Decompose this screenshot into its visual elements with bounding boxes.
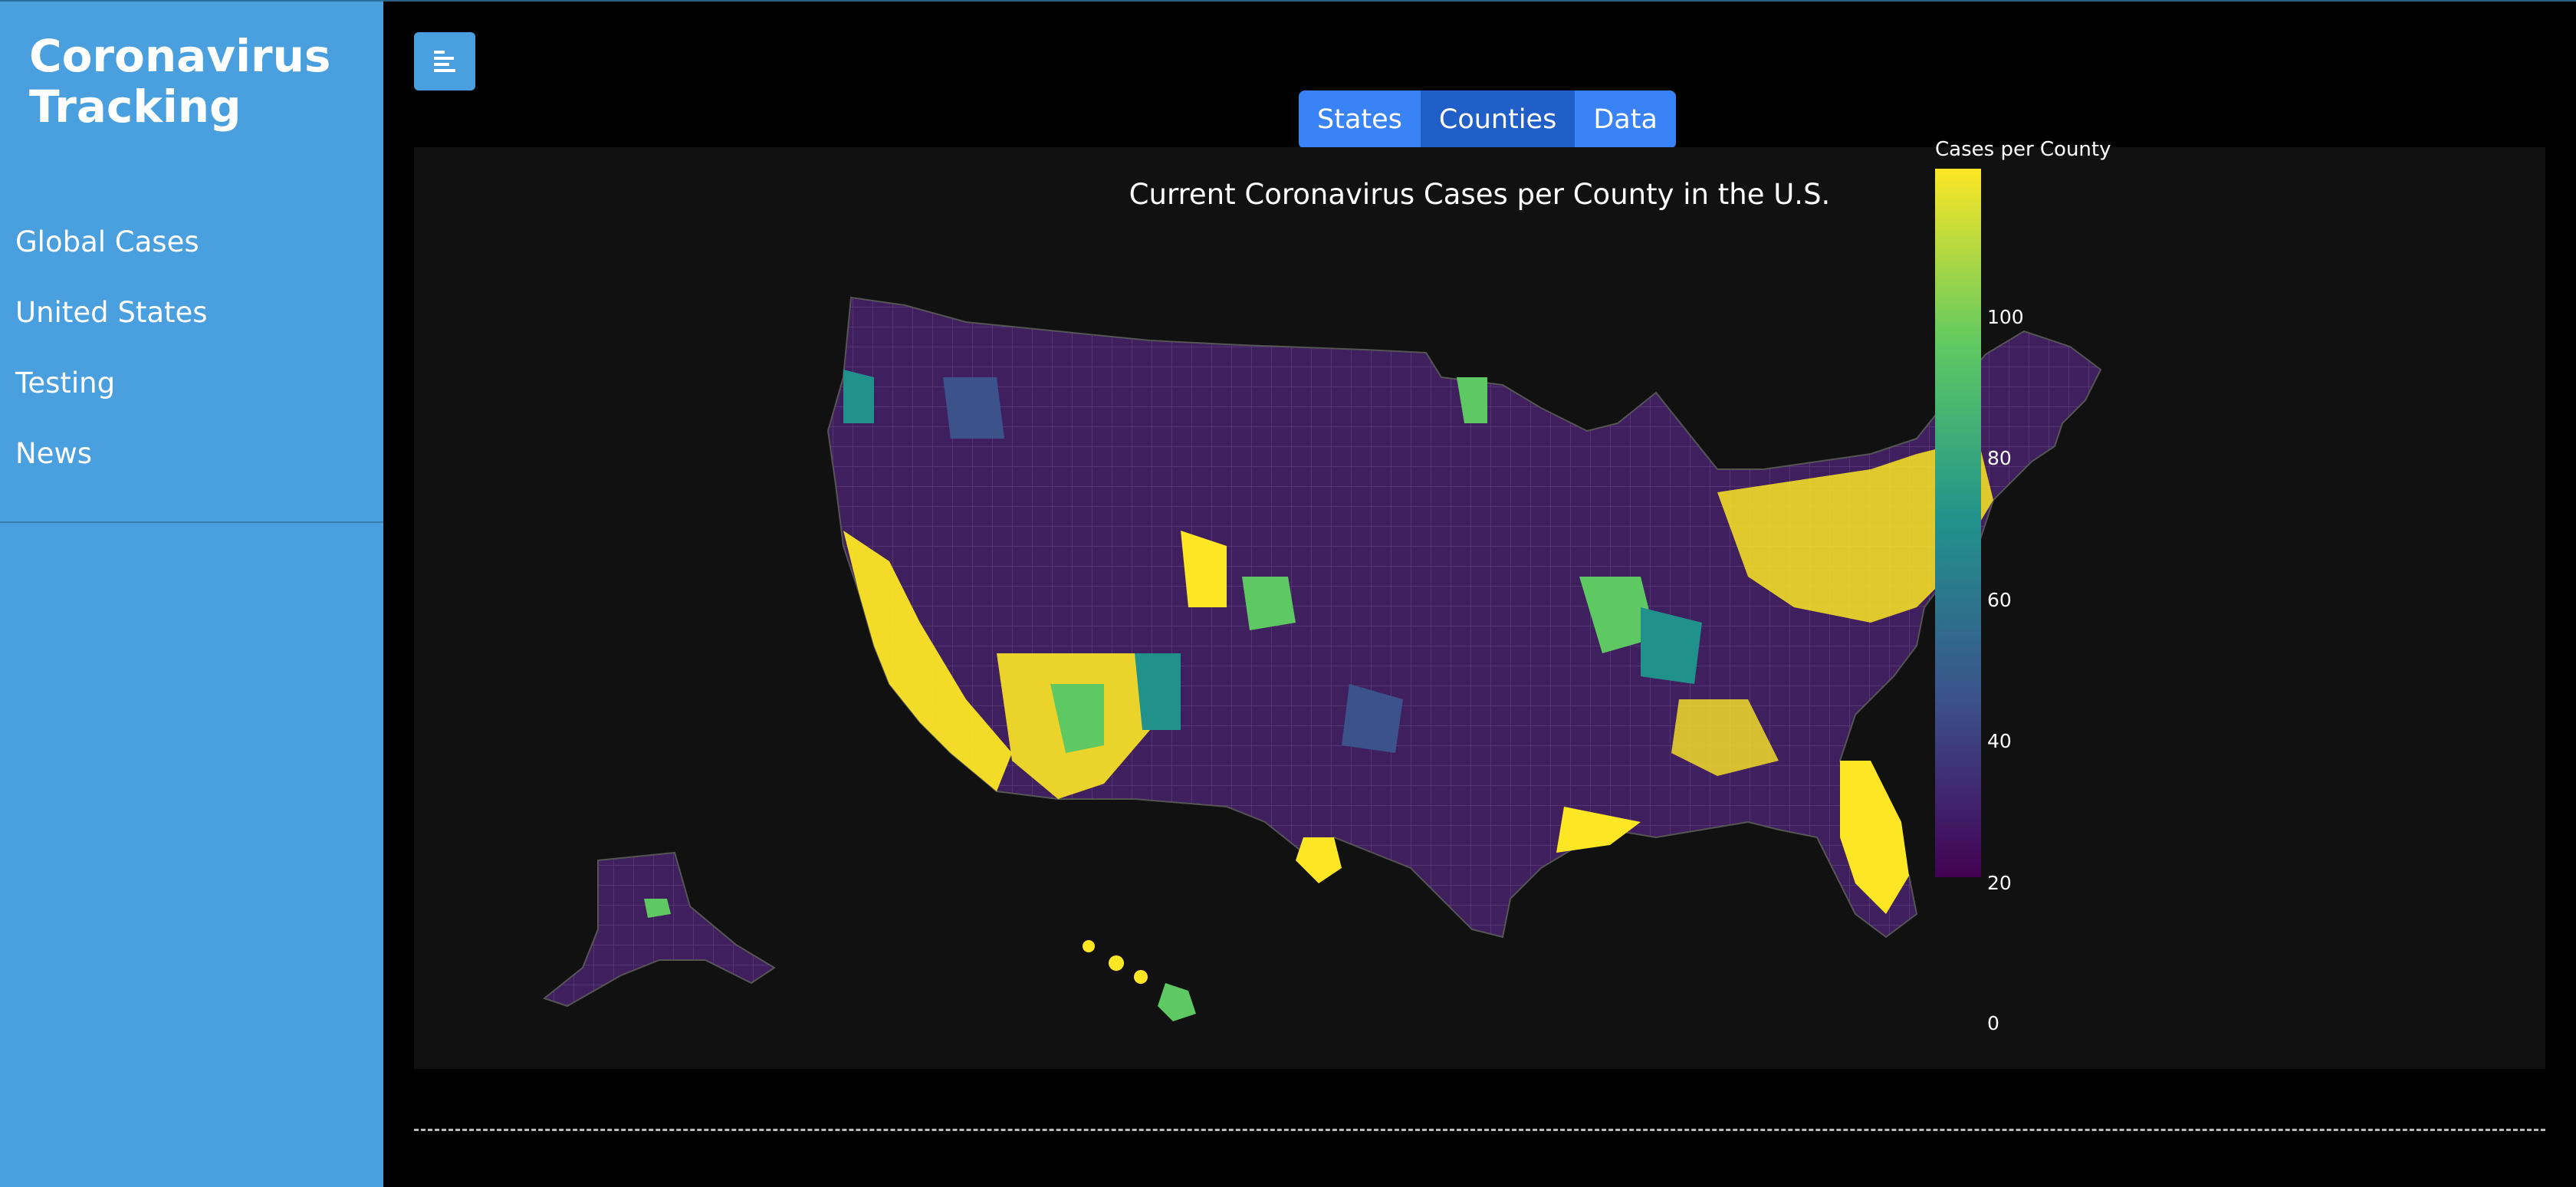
brand-line-1: Coronavirus xyxy=(29,30,331,82)
view-tabs: States Counties Data xyxy=(1299,90,1676,149)
chart-panel: Current Coronavirus Cases per County in … xyxy=(414,147,2545,1069)
colorbar-tick-80: 80 xyxy=(1987,447,2012,469)
chart-title: Current Coronavirus Cases per County in … xyxy=(1129,178,1831,211)
colorbar-tick-0: 0 xyxy=(1987,1012,1999,1034)
us-county-map[interactable] xyxy=(414,147,2545,1069)
brand-line-2: Tracking xyxy=(29,81,242,133)
tab-data[interactable]: Data xyxy=(1575,90,1676,149)
colorbar-tick-20: 20 xyxy=(1987,872,2012,894)
tab-states[interactable]: States xyxy=(1299,90,1421,149)
sidebar-item-news[interactable]: News xyxy=(15,437,92,470)
sidebar-toggle-button[interactable] xyxy=(414,32,475,90)
top-border xyxy=(383,0,2576,2)
map-alaska xyxy=(542,851,776,1008)
colorbar-title: Cases per County xyxy=(1935,138,2111,161)
colorbar xyxy=(1935,169,1981,877)
sidebar-item-testing[interactable]: Testing xyxy=(15,367,116,400)
tab-counties[interactable]: Counties xyxy=(1420,90,1576,149)
brand-title: Coronavirus Tracking xyxy=(29,31,366,132)
colorbar-tick-100: 100 xyxy=(1987,306,2024,328)
sidebar-item-global-cases[interactable]: Global Cases xyxy=(15,225,199,258)
colorbar-tick-40: 40 xyxy=(1987,730,2012,752)
map-hawaii xyxy=(1083,940,1196,1021)
align-left-icon xyxy=(434,51,455,72)
sidebar-item-united-states[interactable]: United States xyxy=(15,296,208,329)
sidebar: Coronavirus Tracking Global Cases United… xyxy=(0,0,383,1187)
section-divider xyxy=(414,1129,2545,1131)
sidebar-divider xyxy=(0,521,383,523)
map-hotspots xyxy=(843,370,1993,914)
colorbar-tick-60: 60 xyxy=(1987,589,2012,611)
sidebar-nav: Global Cases United States Testing News xyxy=(0,216,383,498)
